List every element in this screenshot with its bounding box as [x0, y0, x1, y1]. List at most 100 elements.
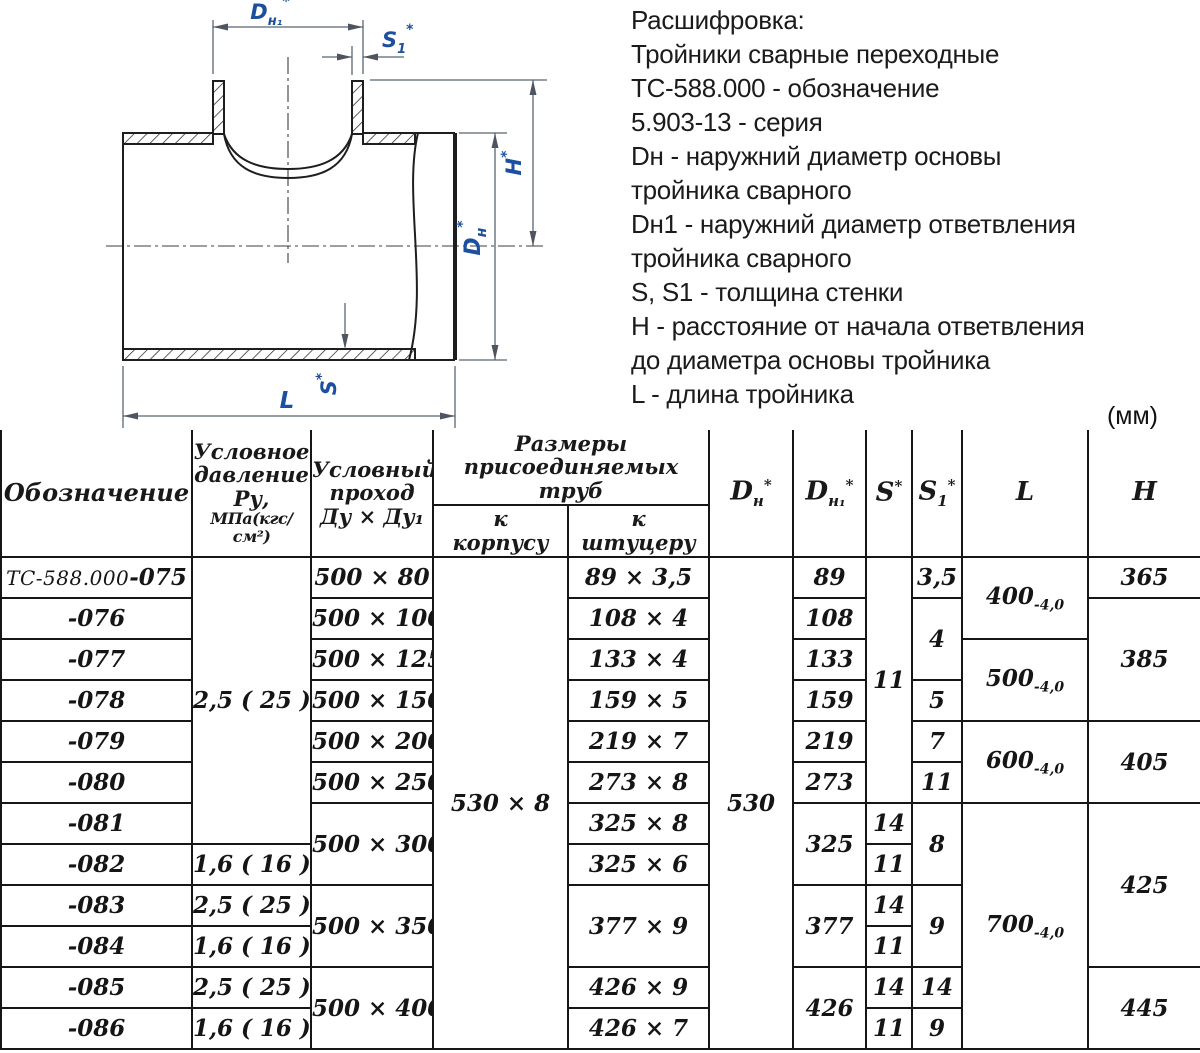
cell-designation-8: -083: [0, 884, 193, 927]
cell-dn1-3: 159: [792, 679, 867, 722]
cell-pressure-0: 2,5 ( 25 ): [191, 556, 312, 845]
cell-pressure-8: 2,5 ( 25 ): [191, 884, 312, 927]
legend-line: тройника сварного: [631, 243, 852, 273]
cell-dn1-1: 108: [792, 597, 867, 640]
cell-designation-3: -078: [0, 679, 193, 722]
cell-h-0: 365: [1087, 556, 1200, 599]
cell-dn1-10: 426: [792, 966, 867, 1050]
units-label: (мм): [1106, 402, 1158, 430]
dim-label-h: H*: [499, 150, 526, 176]
col-header-designation: Обозначение: [0, 430, 193, 558]
cell-s-7: 11: [865, 843, 913, 886]
cell-s-8: 14: [865, 884, 913, 927]
cell-pass-8: 500 × 350: [310, 884, 434, 968]
cell-tobranch-8: 377 × 9: [567, 884, 710, 968]
tee-drawing: Dн₁* S1* H* Dн* S* L: [106, 0, 547, 428]
cell-tobranch-10: 426 × 9: [567, 966, 710, 1009]
pipe-walls: [122, 80, 416, 361]
cell-designation-6: -081: [0, 802, 193, 845]
cell-s-6: 14: [865, 802, 913, 845]
dim-label-dn: Dн*: [455, 220, 490, 256]
cell-s1-10: 14: [911, 966, 963, 1009]
cell-tobranch-5: 273 × 8: [567, 761, 710, 804]
cell-pass-4: 500 × 200: [310, 720, 434, 763]
dim-label-dn1: Dн₁*: [250, 0, 290, 29]
cell-dn-0: 530: [708, 556, 794, 1050]
cell-designation-2: -077: [0, 638, 193, 681]
cell-pass-1: 500 × 100: [310, 597, 434, 640]
legend-line: 5.903-13 - серия: [631, 107, 823, 137]
col-header-dn: Dн*: [708, 430, 794, 558]
cell-designation-1: -076: [0, 597, 193, 640]
legend-line: Расшифровка:: [631, 5, 805, 35]
cell-s1-0: 3,5: [911, 556, 963, 599]
cell-pass-5: 500 × 250: [310, 761, 434, 804]
pipe-outline: [122, 132, 455, 361]
cell-l-2: 500-4,0: [961, 638, 1089, 722]
col-header-s1: S1*: [911, 430, 963, 558]
cell-h-6: 425: [1087, 802, 1200, 968]
legend-line: L - длина тройника: [631, 379, 854, 409]
dim-label-s: S*: [314, 372, 341, 395]
cell-tobody-0: 530 × 8: [432, 556, 569, 1050]
cell-l-4: 600-4,0: [961, 720, 1089, 804]
cell-h-10: 445: [1087, 966, 1200, 1050]
cell-pressure-7: 1,6 ( 16 ): [191, 843, 312, 886]
cell-designation-5: -080: [0, 761, 193, 804]
cell-dn1-5: 273: [792, 761, 867, 804]
cell-pressure-11: 1,6 ( 16 ): [191, 1007, 312, 1050]
dim-label-l: L: [280, 388, 295, 414]
cell-dn1-8: 377: [792, 884, 867, 968]
col-header-l: L: [961, 430, 1089, 558]
cell-s1-3: 5: [911, 679, 963, 722]
col-header-to-body: к корпусу: [432, 505, 569, 558]
cell-designation-7: -082: [0, 843, 193, 886]
cell-pressure-10: 2,5 ( 25 ): [191, 966, 312, 1009]
legend-line: тройника сварного: [631, 175, 852, 205]
table-header: Обозначение Условное давление Ру, МПа(кг…: [0, 430, 1200, 558]
col-header-h: H: [1087, 430, 1200, 558]
col-header-pipes-group: Размеры присоединяемых труб: [432, 430, 710, 506]
cell-tobranch-3: 159 × 5: [567, 679, 710, 722]
col-header-pressure: Условное давление Ру, МПа(кгс/см²): [191, 430, 312, 558]
legend-line: до диаметра основы тройника: [631, 345, 991, 375]
cell-tobranch-11: 426 × 7: [567, 1007, 710, 1050]
col-header-dn1: Dн₁*: [792, 430, 867, 558]
legend-block: Расшифровка: Тройники сварные переходные…: [631, 3, 1196, 411]
cell-tobranch-4: 219 × 7: [567, 720, 710, 763]
legend-line: Dн - наружний диаметр основы: [631, 141, 1002, 171]
cell-dn1-2: 133: [792, 638, 867, 681]
cell-l-6: 700-4,0: [961, 802, 1089, 1050]
legend-line: ТС-588.000 - обозначение: [631, 73, 940, 103]
cell-designation-10: -085: [0, 966, 193, 1009]
cell-pass-10: 500 × 400: [310, 966, 434, 1050]
dim-label-s1: S1*: [382, 22, 414, 57]
cell-s1-4: 7: [911, 720, 963, 763]
cell-designation-9: -084: [0, 925, 193, 968]
dimension-lines: [122, 20, 547, 428]
legend-line: H - расстояние от начала ответвления: [631, 311, 1085, 341]
cell-tobranch-7: 325 × 6: [567, 843, 710, 886]
cell-tobranch-1: 108 × 4: [567, 597, 710, 640]
dimension-arrows: [123, 23, 537, 420]
cell-pressure-9: 1,6 ( 16 ): [191, 925, 312, 968]
cell-pass-2: 500 × 125: [310, 638, 434, 681]
cell-h-1: 385: [1087, 597, 1200, 722]
legend-line: Dн1 - наружний диаметр ответвления: [631, 209, 1076, 239]
cell-s1-8: 9: [911, 884, 963, 968]
cell-tobranch-6: 325 × 8: [567, 802, 710, 845]
cell-s-0: 11: [865, 556, 913, 804]
cell-s1-11: 9: [911, 1007, 963, 1050]
cell-dn1-0: 89: [792, 556, 867, 599]
dimension-table: Обозначение Условное давление Ру, МПа(кг…: [0, 430, 1200, 1050]
legend-line: Тройники сварные переходные: [631, 39, 1000, 69]
cell-s-9: 11: [865, 925, 913, 968]
cell-h-4: 405: [1087, 720, 1200, 804]
cell-pass-6: 500 × 300: [310, 802, 434, 886]
cell-dn1-4: 219: [792, 720, 867, 763]
cell-s1-1: 4: [911, 597, 963, 681]
cell-s-10: 14: [865, 966, 913, 1009]
cell-tobranch-2: 133 × 4: [567, 638, 710, 681]
cell-designation-0: ТС-588.000-075: [0, 556, 193, 599]
cell-tobranch-0: 89 × 3,5: [567, 556, 710, 599]
